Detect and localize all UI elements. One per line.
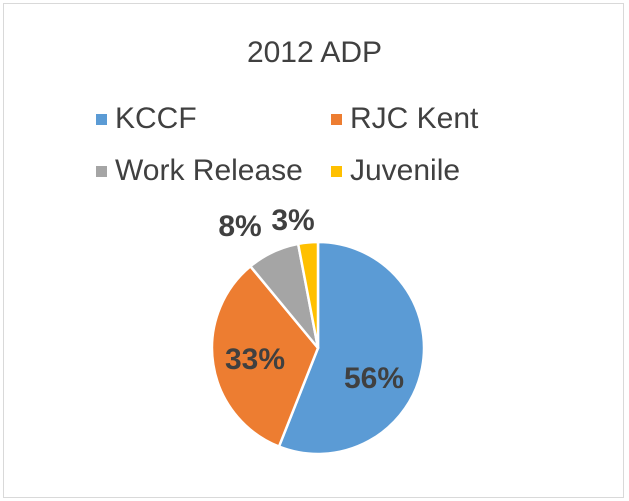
pie-slice-rjc-kent bbox=[210, 265, 320, 448]
legend-swatch-rjc-kent bbox=[331, 113, 342, 125]
legend-item-work-release: Work Release bbox=[96, 154, 303, 188]
data-label-rjc-kent: 33% bbox=[225, 343, 285, 376]
chart-title: 2012 ADP bbox=[246, 36, 383, 69]
pie-slice-kccf bbox=[277, 240, 426, 456]
data-label-juvenile: 3% bbox=[271, 204, 314, 237]
pie-slices bbox=[210, 240, 426, 456]
legend-swatch-kccf bbox=[96, 113, 107, 125]
legend-label-juvenile: Juvenile bbox=[350, 154, 461, 187]
pie-data-labels: 56% 33% 8% 3% bbox=[218, 204, 404, 395]
legend-item-juvenile: Juvenile bbox=[331, 154, 460, 188]
pie-slice-juvenile bbox=[296, 240, 320, 350]
legend-label-rjc-kent: RJC Kent bbox=[350, 102, 479, 135]
legend-label-kccf: KCCF bbox=[115, 102, 197, 135]
legend-swatch-juvenile bbox=[331, 165, 342, 177]
legend-label-work-release: Work Release bbox=[115, 154, 303, 187]
legend-item-rjc-kent: RJC Kent bbox=[331, 102, 478, 136]
data-label-work-release: 8% bbox=[218, 210, 261, 243]
legend-item-kccf: KCCF bbox=[96, 102, 197, 136]
data-label-kccf: 56% bbox=[344, 362, 404, 395]
legend-swatch-work-release bbox=[96, 165, 107, 177]
